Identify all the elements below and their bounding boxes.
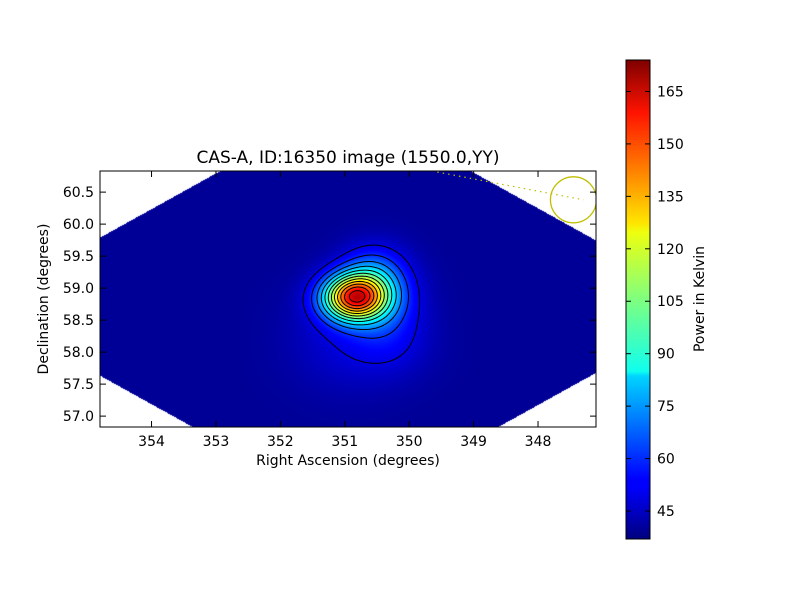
y-tick-label: 57.5 (63, 377, 94, 393)
y-axis-label: Declination (degrees) (36, 224, 52, 375)
heatmap-image (100, 171, 596, 427)
contour-lines (302, 244, 421, 364)
colorbar: 45 60 75 90 105 120 135 150 165 Power in Kelvin (625, 59, 708, 540)
contour-level (340, 283, 375, 310)
colorbar-tick-label: 45 (657, 504, 675, 520)
x-tick-label: 353 (203, 434, 230, 450)
chart-title: CAS-A, ID:16350 image (1550.0,YY) (196, 148, 499, 168)
colorbar-tick-label: 90 (657, 347, 675, 363)
x-axis-label: Right Ascension (degrees) (256, 453, 440, 469)
x-tick-label: 348 (525, 434, 552, 450)
y-tick-label: 60.0 (63, 217, 94, 233)
colorbar-tick-label: 120 (657, 242, 684, 258)
contour-level (327, 272, 389, 320)
colorbar-tick-label: 105 (657, 294, 684, 310)
y-tick-label: 59.0 (63, 281, 94, 297)
y-axis-ticks: 57.0 57.5 58.0 58.5 59.0 59.5 60.0 60.5 (63, 185, 596, 425)
x-axis-ticks: 354 353 352 351 350 349 348 (138, 171, 551, 450)
beam-marker (437, 171, 596, 224)
contour-level (302, 244, 421, 364)
contour-level (348, 290, 366, 303)
x-tick-label: 350 (396, 434, 423, 450)
colorbar-fill (626, 60, 650, 539)
colorbar-tick-label: 165 (657, 84, 684, 100)
plot-frame (99, 170, 597, 428)
contour-level (333, 278, 382, 314)
colorbar-tick-label: 60 (657, 452, 675, 468)
y-tick-label: 57.0 (63, 409, 94, 425)
plot-area: 354 353 352 351 350 349 348 57.0 57.5 58.0 58.5 59… (63, 170, 597, 450)
contour-level (344, 286, 371, 307)
colorbar-tick-label: 75 (657, 399, 675, 415)
x-tick-label: 351 (331, 434, 358, 450)
y-tick-label: 59.5 (63, 249, 94, 265)
contour-level (330, 275, 385, 317)
y-tick-label: 58.0 (63, 345, 94, 361)
contour-level (320, 265, 397, 326)
y-tick-label: 60.5 (63, 185, 94, 201)
x-tick-label: 349 (460, 434, 487, 450)
contour-level (324, 269, 393, 322)
x-tick-label: 352 (267, 434, 294, 450)
contour-level (311, 254, 409, 339)
beam-circle (549, 176, 596, 224)
contour-level (316, 261, 402, 331)
colorbar-label: Power in Kelvin (692, 246, 708, 352)
contour-level (337, 280, 378, 312)
colorbar-tick-label: 150 (657, 137, 684, 153)
colorbar-ticks: 45 60 75 90 105 120 135 150 165 (626, 84, 684, 520)
colorbar-frame (625, 59, 651, 540)
colorbar-tick-label: 135 (657, 189, 684, 205)
y-tick-label: 58.5 (63, 313, 94, 329)
x-tick-label: 354 (138, 434, 165, 450)
